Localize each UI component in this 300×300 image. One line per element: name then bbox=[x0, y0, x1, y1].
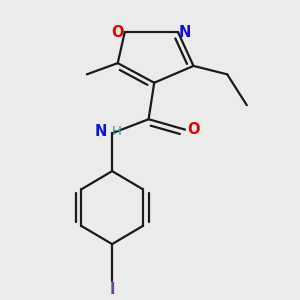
Text: I: I bbox=[110, 282, 115, 297]
Text: N: N bbox=[179, 25, 191, 40]
Text: O: O bbox=[187, 122, 200, 137]
Text: N: N bbox=[95, 124, 107, 139]
Text: O: O bbox=[112, 25, 124, 40]
Text: H: H bbox=[111, 124, 121, 137]
